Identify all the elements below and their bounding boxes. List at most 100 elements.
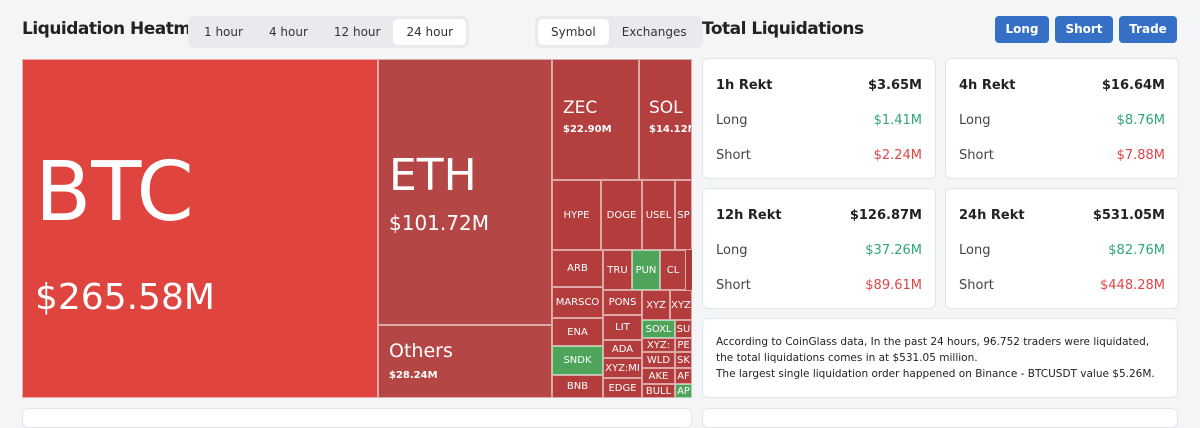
- heatmap-tile[interactable]: SK: [675, 352, 692, 368]
- card-total: $126.87M: [849, 208, 922, 223]
- heatmap-tile[interactable]: XYZ:MI: [603, 358, 642, 378]
- tile-label: SOXL: [645, 323, 672, 335]
- heatmap-tile[interactable]: USEL: [642, 180, 675, 250]
- heatmap-tile[interactable]: ZEC $22.90M: [552, 59, 639, 180]
- tile-label: SK: [677, 354, 690, 366]
- heatmap-tile[interactable]: Others $28.24M: [378, 325, 552, 398]
- rekt-card: 1h Rekt $3.65M Long $1.41M Short $2.24M: [702, 58, 936, 179]
- tile-label: BTC: [35, 145, 194, 240]
- heatmap-tile[interactable]: WLD: [642, 352, 675, 368]
- view-tab[interactable]: Exchanges: [621, 25, 687, 39]
- heatmap-tile[interactable]: CL: [660, 250, 686, 290]
- tile-label: PUN: [635, 264, 657, 276]
- panel-stub: [702, 408, 1178, 428]
- tile-label: LIT: [615, 322, 630, 333]
- tile-label: AKE: [648, 370, 669, 382]
- time-tab[interactable]: 12 hour: [333, 25, 381, 39]
- tile-label: SP: [677, 209, 690, 221]
- heatmap-tile[interactable]: SOXL: [642, 320, 675, 338]
- heatmap-tile[interactable]: AF: [675, 368, 692, 384]
- tile-label: TRU: [607, 264, 628, 276]
- card-row: Short $7.88M: [959, 148, 1165, 163]
- tile-label: EDGE: [608, 382, 637, 394]
- heatmap-tile[interactable]: XYZ: [670, 290, 692, 320]
- panel-stub: [22, 408, 692, 428]
- heatmap-tile[interactable]: AKE: [642, 368, 675, 384]
- heatmap-tile[interactable]: SP: [675, 180, 692, 250]
- tile-label: ZEC: [563, 98, 598, 118]
- action-button[interactable]: Trade: [1119, 16, 1177, 43]
- card-title: 12h Rekt: [716, 208, 782, 223]
- heatmap-tile[interactable]: DOGE: [601, 180, 642, 250]
- card-total: $16.64M: [1101, 78, 1165, 93]
- heatmap-tile[interactable]: SU: [675, 320, 692, 338]
- tile-label: WLD: [646, 354, 671, 366]
- tile-label: DOGE: [606, 209, 637, 221]
- tile-label: ENA: [567, 326, 588, 338]
- heatmap-tile[interactable]: ETH $101.72M: [378, 59, 552, 325]
- tile-label: ETH: [389, 150, 477, 201]
- tile-label: BULL: [645, 385, 672, 397]
- time-tabs: 1 hour 4 hour 12 hour 24 hour: [188, 16, 470, 48]
- heatmap-tile[interactable]: LIT: [603, 315, 642, 340]
- time-tab[interactable]: 1 hour: [204, 25, 243, 39]
- card-header: 1h Rekt $3.65M: [716, 78, 922, 93]
- tile-label: ADA: [611, 343, 634, 355]
- rekt-card: 12h Rekt $126.87M Long $37.26M Short $89.61M: [702, 188, 936, 309]
- card-header: 12h Rekt $126.87M: [716, 208, 922, 223]
- heatmap-tile[interactable]: SNDK: [552, 346, 603, 375]
- card-row: Short $448.28M: [959, 278, 1165, 293]
- heatmap-tile[interactable]: HYPE: [552, 180, 601, 250]
- card-header: 24h Rekt $531.05M: [959, 208, 1165, 223]
- card-row: Long $8.76M: [959, 113, 1165, 128]
- heatmap-tile[interactable]: BTC $265.58M: [22, 59, 378, 398]
- heatmap-tile[interactable]: ENA: [552, 318, 603, 346]
- heatmap-tile[interactable]: PE: [675, 338, 692, 352]
- row-value: $82.76M: [1108, 243, 1165, 258]
- row-label: Short: [716, 148, 751, 163]
- card-title: 1h Rekt: [716, 78, 773, 93]
- heatmap-tile[interactable]: XYZ: [642, 290, 670, 320]
- time-tab[interactable]: 4 hour: [268, 25, 308, 39]
- tile-label: XYZ: [671, 299, 691, 311]
- card-header: 4h Rekt $16.64M: [959, 78, 1165, 93]
- tile-label: MARSCO: [555, 297, 600, 308]
- row-value: $2.24M: [873, 148, 922, 163]
- tile-label: HYPE: [563, 209, 590, 221]
- page: Liquidation Heatmap 1 hour 4 hour 12 hour 2…: [22, 16, 1179, 428]
- view-tab[interactable]: Symbol: [538, 19, 609, 45]
- tile-value: $265.58M: [35, 277, 215, 318]
- time-tab[interactable]: 24 hour: [393, 19, 467, 45]
- row-value: $89.61M: [865, 278, 922, 293]
- row-value: $8.76M: [1116, 113, 1165, 128]
- heatmap-tile[interactable]: ADA: [603, 340, 642, 358]
- heatmap-tile[interactable]: BULL: [642, 384, 675, 398]
- row-label: Long: [716, 243, 748, 258]
- heatmap-tile[interactable]: ARB: [552, 250, 603, 287]
- page-title: Liquidation Heatmap: [22, 19, 214, 39]
- card-row: Long $37.26M: [716, 243, 922, 258]
- heatmap-tile[interactable]: AP: [675, 384, 692, 398]
- action-button[interactable]: Short: [1055, 16, 1113, 43]
- heatmap-tile[interactable]: PUN: [632, 250, 660, 290]
- tile-value: $101.72M: [389, 211, 489, 235]
- view-tabs: Symbol Exchanges: [535, 16, 703, 48]
- summary: According to CoinGlass data, In the past…: [702, 318, 1178, 398]
- card-title: 24h Rekt: [959, 208, 1025, 223]
- tile-label: BNB: [566, 381, 589, 392]
- heatmap-tile[interactable]: TRU: [603, 250, 632, 290]
- row-label: Short: [959, 278, 994, 293]
- summary-line: The largest single liquidation order hap…: [716, 368, 1155, 380]
- heatmap-tile[interactable]: XYZ:: [642, 338, 675, 352]
- heatmap-tile[interactable]: BNB: [552, 375, 603, 398]
- heatmap-tile[interactable]: EDGE: [603, 378, 642, 398]
- card-total: $3.65M: [867, 78, 922, 93]
- heatmap-tile[interactable]: SOL $14.12M: [639, 59, 692, 180]
- action-button[interactable]: Long: [995, 16, 1049, 43]
- tile-label: XYZ:MI: [605, 362, 640, 374]
- heatmap-tile[interactable]: PONS: [603, 290, 642, 315]
- row-label: Short: [716, 278, 751, 293]
- tile-label: PE: [677, 339, 690, 351]
- heatmap-tile[interactable]: MARSCO: [552, 287, 603, 318]
- card-row: Long $82.76M: [959, 243, 1165, 258]
